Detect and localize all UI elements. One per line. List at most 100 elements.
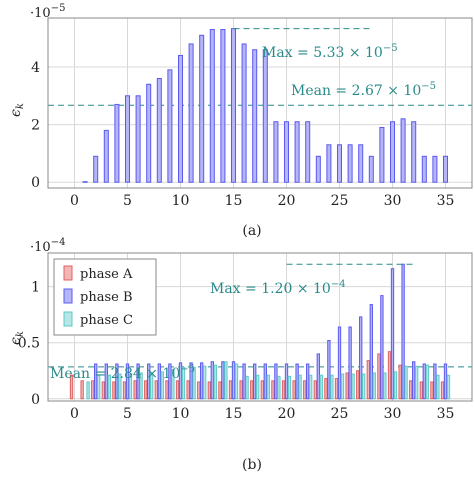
bar bbox=[156, 78, 162, 183]
bar bbox=[359, 316, 363, 400]
legend-swatch bbox=[63, 265, 73, 281]
bar bbox=[250, 380, 254, 400]
bar bbox=[340, 373, 345, 400]
bar bbox=[326, 144, 332, 183]
bar bbox=[221, 361, 225, 400]
x-tick-label: 25 bbox=[331, 406, 349, 422]
bar bbox=[147, 363, 151, 400]
bar bbox=[146, 83, 152, 183]
bar bbox=[442, 155, 449, 183]
x-tick-label: 15 bbox=[225, 193, 243, 209]
bar bbox=[263, 363, 267, 400]
x-tick-label: 20 bbox=[278, 193, 296, 209]
bar bbox=[274, 363, 278, 400]
bar bbox=[125, 363, 130, 400]
bar bbox=[82, 181, 88, 183]
bar bbox=[369, 304, 373, 400]
bar bbox=[118, 373, 122, 400]
chart-b-caption: (b) bbox=[242, 457, 262, 473]
x-tick-label: 30 bbox=[384, 406, 402, 422]
bar bbox=[419, 381, 423, 400]
bar bbox=[262, 49, 268, 183]
chart-a: 0 5 10 15 20 25 30 35 0 2 4 ·10−5 ϵk Max = 5.33 × … bbox=[8, 3, 473, 239]
bar bbox=[144, 380, 148, 400]
bar bbox=[334, 378, 339, 400]
y-tick-label: 4 bbox=[31, 60, 40, 76]
bar bbox=[398, 364, 402, 400]
bar bbox=[203, 365, 207, 400]
bar bbox=[245, 375, 249, 400]
y-tick-label: 0 bbox=[31, 175, 40, 191]
bar bbox=[433, 363, 437, 400]
bar bbox=[213, 364, 217, 400]
bar bbox=[305, 121, 311, 183]
chart-a-grid bbox=[48, 18, 472, 188]
x-tick-label: 0 bbox=[70, 406, 79, 422]
bar bbox=[380, 295, 384, 400]
bar bbox=[150, 372, 154, 400]
bar bbox=[393, 371, 398, 400]
bar bbox=[348, 326, 352, 400]
bar bbox=[389, 121, 396, 183]
bar bbox=[154, 380, 158, 400]
bar bbox=[319, 374, 323, 400]
bar bbox=[330, 374, 334, 400]
bar bbox=[160, 371, 164, 400]
bar bbox=[287, 375, 292, 400]
bar bbox=[209, 29, 215, 183]
bar bbox=[400, 118, 406, 183]
bar bbox=[303, 380, 307, 400]
bar bbox=[199, 34, 205, 183]
legend-swatch bbox=[63, 288, 73, 304]
chart-a-bars bbox=[82, 28, 449, 183]
y-tick-label: 2 bbox=[31, 118, 40, 134]
bar bbox=[234, 363, 239, 400]
chart-b-ticks: 0 5 10 15 20 25 30 35 0 0.5 1 bbox=[18, 280, 455, 422]
bar bbox=[443, 363, 448, 400]
bar bbox=[128, 373, 133, 400]
x-tick-label: 35 bbox=[437, 193, 455, 209]
x-tick-label: 0 bbox=[70, 193, 79, 209]
bar bbox=[93, 155, 99, 183]
bar bbox=[295, 363, 299, 400]
bar bbox=[136, 363, 140, 400]
legend-label: phase C bbox=[80, 313, 133, 328]
bar bbox=[432, 155, 438, 183]
bar bbox=[80, 380, 84, 400]
bar bbox=[283, 121, 290, 183]
y-tick-label: 1 bbox=[31, 280, 40, 296]
bar bbox=[404, 365, 408, 400]
chart-b-frame bbox=[47, 252, 473, 402]
bar bbox=[181, 366, 186, 400]
bar bbox=[168, 363, 172, 400]
chart-a-frame bbox=[47, 17, 473, 189]
bar bbox=[69, 374, 74, 400]
chart-a-max-annotation: Max = 5.33 × 10−5 bbox=[262, 43, 398, 61]
bar bbox=[390, 268, 395, 400]
bar bbox=[412, 361, 416, 400]
bar bbox=[189, 362, 193, 400]
bar bbox=[271, 380, 275, 400]
bar bbox=[327, 339, 331, 400]
bar bbox=[101, 381, 105, 400]
bar bbox=[347, 144, 353, 183]
bar bbox=[358, 144, 364, 183]
bar bbox=[220, 29, 226, 183]
chart-a-mean-annotation: Mean = 2.67 × 10−5 bbox=[291, 81, 436, 99]
bar bbox=[197, 381, 201, 400]
legend-label: phase B bbox=[80, 290, 133, 305]
x-tick-label: 30 bbox=[384, 193, 402, 209]
bar bbox=[165, 380, 169, 400]
bar bbox=[315, 155, 321, 183]
bar bbox=[135, 95, 141, 183]
bar bbox=[175, 380, 180, 400]
bar bbox=[171, 369, 175, 400]
bar bbox=[362, 373, 366, 400]
y-tick-label: 0.5 bbox=[18, 336, 40, 352]
bar bbox=[422, 363, 426, 400]
bar bbox=[103, 129, 109, 183]
bar bbox=[368, 155, 374, 183]
bar bbox=[277, 375, 281, 400]
bar bbox=[351, 373, 355, 400]
